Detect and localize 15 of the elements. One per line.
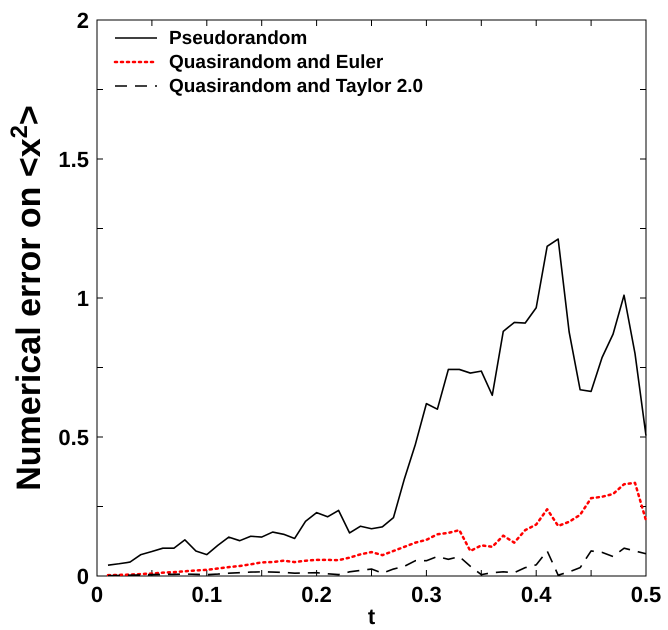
y-tick-label: 1 — [76, 286, 89, 311]
x-tick-label: 0.3 — [411, 582, 442, 607]
x-tick-label: 0.2 — [301, 582, 332, 607]
x-tick-label: 0.1 — [192, 582, 222, 607]
y-tick-label: 0.5 — [58, 425, 89, 450]
x-tick-label: 0.4 — [520, 582, 552, 607]
legend-label: Quasirandom and Euler — [169, 52, 384, 73]
x-axis-title: t — [368, 604, 376, 629]
y-tick-label: 1.5 — [58, 147, 89, 172]
y-tick-label: 2 — [76, 8, 89, 33]
legend-label: Quasirandom and Taylor 2.0 — [169, 76, 424, 97]
y-tick-label: 0 — [76, 564, 89, 589]
legend-label: Pseudorandom — [169, 28, 308, 49]
x-tick-label: 0.5 — [630, 582, 662, 607]
line-series — [106, 482, 648, 576]
